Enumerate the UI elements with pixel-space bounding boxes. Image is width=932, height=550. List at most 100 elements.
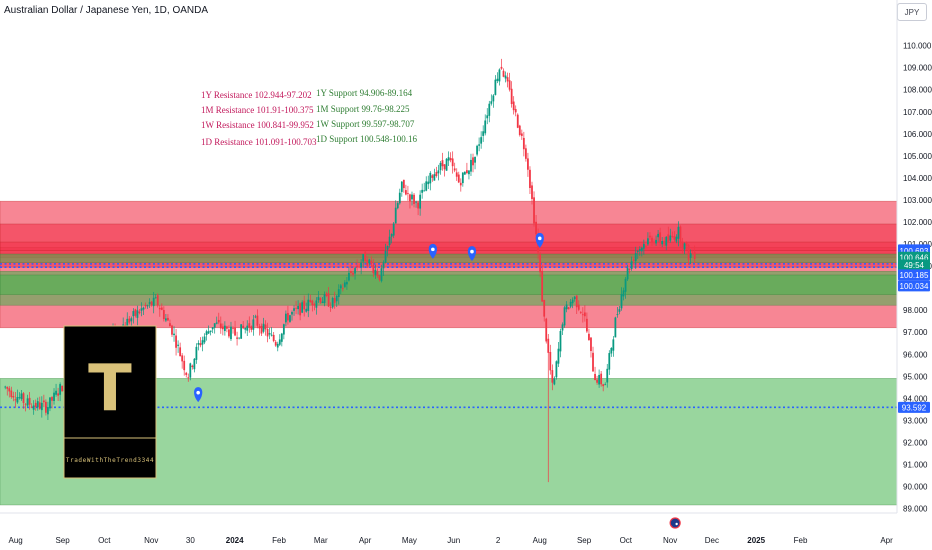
- y-tick-label-3: 92.000: [903, 438, 928, 447]
- y-tick-label-18: 107.000: [903, 108, 932, 117]
- candle-body-123: [254, 316, 257, 318]
- x-tick-label-13: Sep: [577, 536, 592, 545]
- candle-body-204: [419, 194, 422, 209]
- watermark-logo: T TradeWithTheTrend3344: [63, 325, 157, 479]
- x-tick-label-4: 30: [186, 536, 195, 545]
- candle-body-241: [494, 79, 497, 95]
- candle-body-306: [626, 268, 629, 280]
- candle-body-282: [577, 304, 580, 310]
- candle-body-200: [411, 194, 413, 200]
- flag-circle: [669, 517, 681, 529]
- candle-body-136: [280, 333, 283, 342]
- candle-body-258: [529, 169, 531, 189]
- candle-body-333: [681, 241, 684, 247]
- candle-body-71: [148, 302, 151, 304]
- map-pin-icon-2: [467, 246, 477, 262]
- candle-body-112: [232, 328, 234, 329]
- candle-body-302: [618, 309, 621, 312]
- x-tick-label-18: Feb: [794, 536, 808, 545]
- zone-1w-support: [0, 274, 898, 295]
- candle-body-160: [329, 306, 332, 308]
- candle-body-177: [364, 251, 367, 262]
- candle-body-257: [527, 158, 529, 170]
- candle-body-243: [498, 69, 501, 82]
- candle-body-138: [284, 313, 287, 323]
- price-label-4: 100.185: [900, 271, 929, 280]
- candle-body-107: [221, 326, 224, 330]
- candle-body-65: [136, 310, 139, 318]
- x-tick-label-10: Jun: [447, 536, 460, 545]
- candle-body-207: [425, 181, 428, 191]
- candle-body-247: [506, 77, 509, 82]
- candle-body-83: [173, 333, 175, 336]
- candle-body-118: [244, 328, 247, 330]
- candle-body-287: [588, 333, 590, 341]
- candle-body-328: [671, 236, 674, 237]
- candle-body-126: [260, 325, 263, 334]
- y-tick-label-5: 94.000: [903, 394, 928, 403]
- candle-body-113: [234, 327, 236, 336]
- candle-body-310: [634, 253, 637, 262]
- candle-body-62: [130, 318, 133, 322]
- candle-body-325: [665, 236, 668, 246]
- candle-body-144: [297, 305, 299, 310]
- candle-body-148: [305, 308, 308, 312]
- candle-body-286: [586, 318, 588, 332]
- map-pin-icon-1: [428, 243, 437, 259]
- candle-body-263: [539, 254, 542, 273]
- candle-body-281: [575, 295, 578, 308]
- candle-body-61: [128, 318, 131, 323]
- candle-body-313: [640, 247, 643, 252]
- candle-body-158: [325, 293, 328, 296]
- candle-body-4: [12, 396, 15, 398]
- candle-body-129: [266, 328, 269, 337]
- candle-body-139: [287, 312, 289, 321]
- candle-body-27: [59, 384, 62, 395]
- x-tick-label-17: 2025: [747, 536, 765, 545]
- x-tick-label-7: Mar: [314, 536, 328, 545]
- candle-body-276: [565, 304, 568, 310]
- candle-body-105: [217, 319, 220, 323]
- x-tick-label-0: Aug: [9, 536, 23, 545]
- y-tick-label-6: 95.000: [903, 372, 928, 381]
- watermark-letter: T: [88, 352, 132, 426]
- candle-body-171: [352, 272, 354, 275]
- y-tick-label-13: 102.000: [903, 218, 932, 227]
- candle-body-289: [592, 352, 594, 372]
- candle-body-0: [4, 386, 7, 388]
- candle-body-327: [669, 235, 672, 241]
- candle-body-28: [61, 385, 64, 392]
- candle-body-297: [608, 353, 611, 370]
- candle-body-231: [474, 156, 476, 163]
- candle-body-15: [34, 402, 37, 407]
- candle-body-315: [644, 245, 647, 247]
- candle-body-146: [301, 302, 304, 313]
- candle-body-266: [545, 318, 548, 342]
- candle-body-143: [295, 307, 297, 309]
- candle-body-274: [561, 324, 564, 331]
- y-tick-label-14: 103.000: [903, 196, 932, 205]
- candle-body-239: [490, 101, 493, 104]
- candle-body-225: [461, 172, 464, 184]
- candle-body-18: [40, 402, 43, 411]
- candle-body-6: [16, 397, 19, 403]
- candle-body-298: [610, 347, 613, 354]
- candle-body-188: [386, 245, 389, 250]
- candle-body-127: [262, 323, 265, 332]
- candle-body-230: [472, 157, 474, 166]
- candle-body-166: [341, 288, 344, 289]
- candle-body-164: [337, 289, 340, 298]
- candle-body-244: [500, 66, 503, 69]
- annotation-resistance-1m: 1M Resistance 101.91-100.375: [201, 105, 314, 115]
- candle-body-303: [620, 294, 623, 309]
- candle-body-21: [47, 407, 49, 415]
- candle-body-169: [348, 272, 350, 281]
- candle-body-110: [228, 329, 230, 337]
- x-tick-label-2: Oct: [98, 536, 111, 545]
- candle-body-273: [559, 331, 562, 352]
- candle-body-316: [647, 238, 649, 245]
- candle-body-87: [181, 355, 184, 362]
- candle-body-280: [573, 296, 576, 300]
